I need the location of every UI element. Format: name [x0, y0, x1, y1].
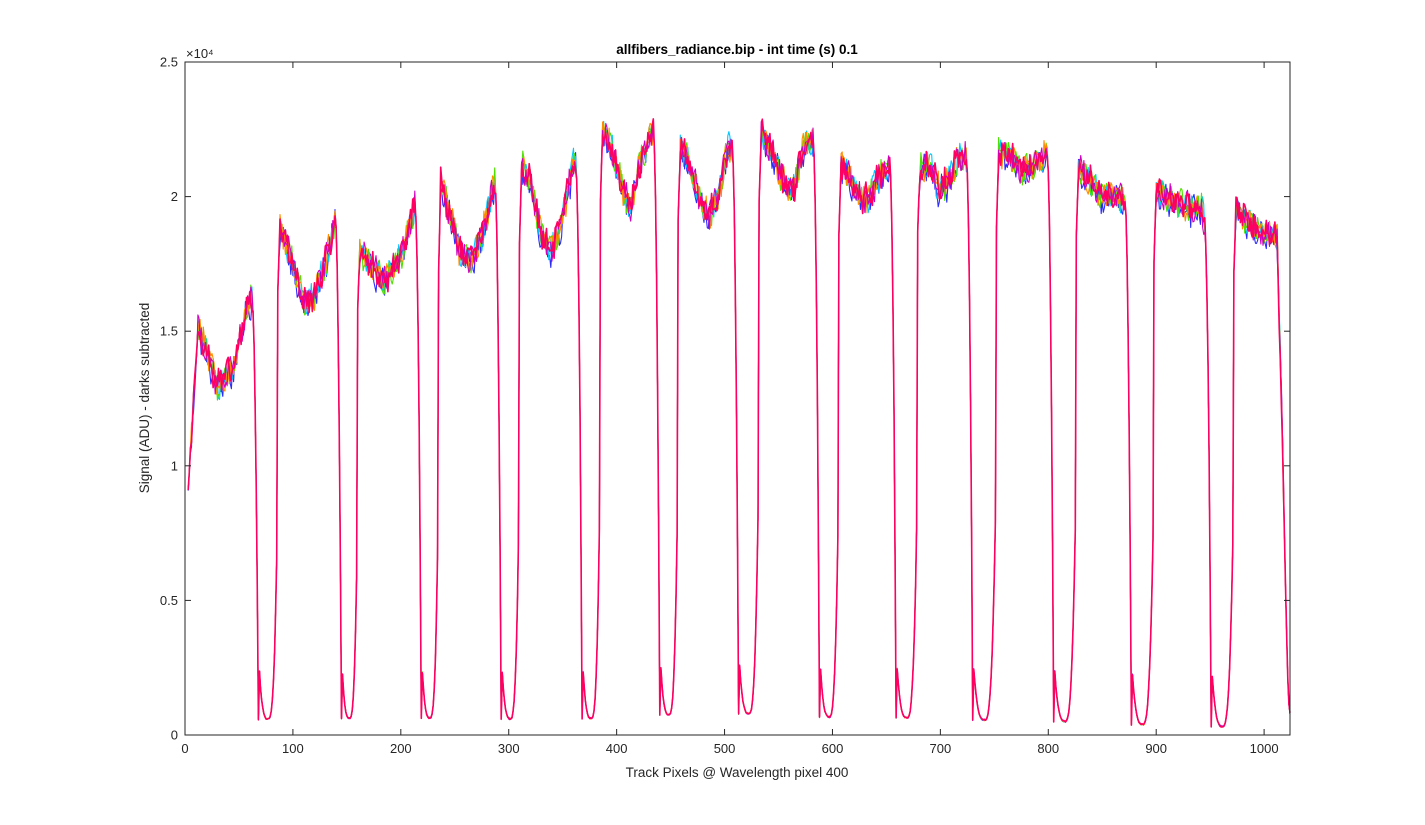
x-axis-title: Track Pixels @ Wavelength pixel 400	[626, 765, 849, 780]
x-tick-label: 100	[282, 741, 304, 756]
x-tick-label: 200	[390, 741, 412, 756]
x-tick-label: 900	[1145, 741, 1167, 756]
x-tick-label: 800	[1037, 741, 1059, 756]
series-line	[187, 118, 1291, 727]
x-tick-label: 500	[714, 741, 736, 756]
x-tick-label: 300	[498, 741, 520, 756]
series-layer	[187, 118, 1291, 728]
series-line	[187, 123, 1291, 728]
x-tick-label: 400	[606, 741, 628, 756]
ticks-layer: 0 100 200 300 400 500 600 700 800 900 1000 0 0.5 1 1.5…	[160, 55, 1290, 756]
x-tick-label: 600	[822, 741, 844, 756]
x-tick-label: 1000	[1250, 741, 1279, 756]
y-tick-label: 2	[171, 189, 178, 204]
y-tick-label: 1.5	[160, 324, 178, 339]
axes-box	[184, 61, 1291, 736]
series-line	[187, 121, 1291, 728]
y-axis-title: Signal (ADU) - darks subtracted	[137, 303, 152, 494]
x-tick-label: 0	[181, 741, 188, 756]
y-tick-label: 1	[171, 458, 178, 473]
x-tick-label: 700	[930, 741, 952, 756]
series-line	[187, 124, 1291, 728]
y-tick-label: 0.5	[160, 593, 178, 608]
y-tick-label: 0	[171, 728, 178, 743]
series-line	[187, 118, 1291, 728]
y-tick-label: 2.5	[160, 55, 178, 70]
y-axis-exponent: ×10⁴	[186, 46, 214, 61]
series-line	[187, 120, 1291, 728]
chart-title: allfibers_radiance.bip - int time (s) 0.…	[616, 42, 858, 57]
